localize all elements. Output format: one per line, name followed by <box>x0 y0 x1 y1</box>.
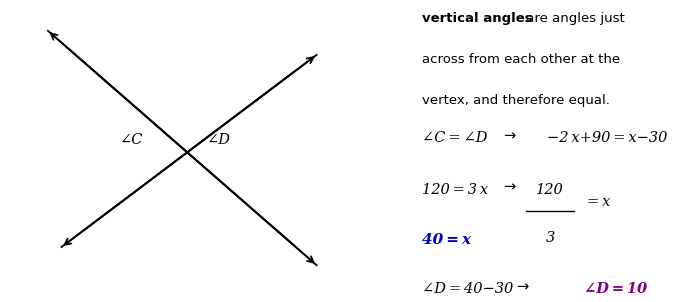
Text: 3: 3 <box>545 231 555 245</box>
Text: →: → <box>503 180 515 195</box>
Text: →: → <box>516 279 529 294</box>
Text: 40 = x: 40 = x <box>422 233 471 246</box>
Text: ∠D = 40−30: ∠D = 40−30 <box>422 282 513 296</box>
Text: = x: = x <box>587 195 611 209</box>
Text: ∠D: ∠D <box>207 133 232 147</box>
Text: vertical angles: vertical angles <box>422 12 533 25</box>
Text: 120: 120 <box>536 183 564 197</box>
Text: vertex, and therefore equal.: vertex, and therefore equal. <box>422 94 610 107</box>
Text: are angles just: are angles just <box>522 12 624 25</box>
Text: ∠C: ∠C <box>120 133 143 147</box>
Text: →: → <box>503 128 515 143</box>
Text: ∠D = 10: ∠D = 10 <box>584 282 647 296</box>
Text: across from each other at the: across from each other at the <box>422 53 620 66</box>
Text: 120 = 3 x: 120 = 3 x <box>422 183 488 197</box>
Text: −2 x+90 = x−30: −2 x+90 = x−30 <box>547 131 667 145</box>
Text: ∠C = ∠D: ∠C = ∠D <box>422 131 487 145</box>
